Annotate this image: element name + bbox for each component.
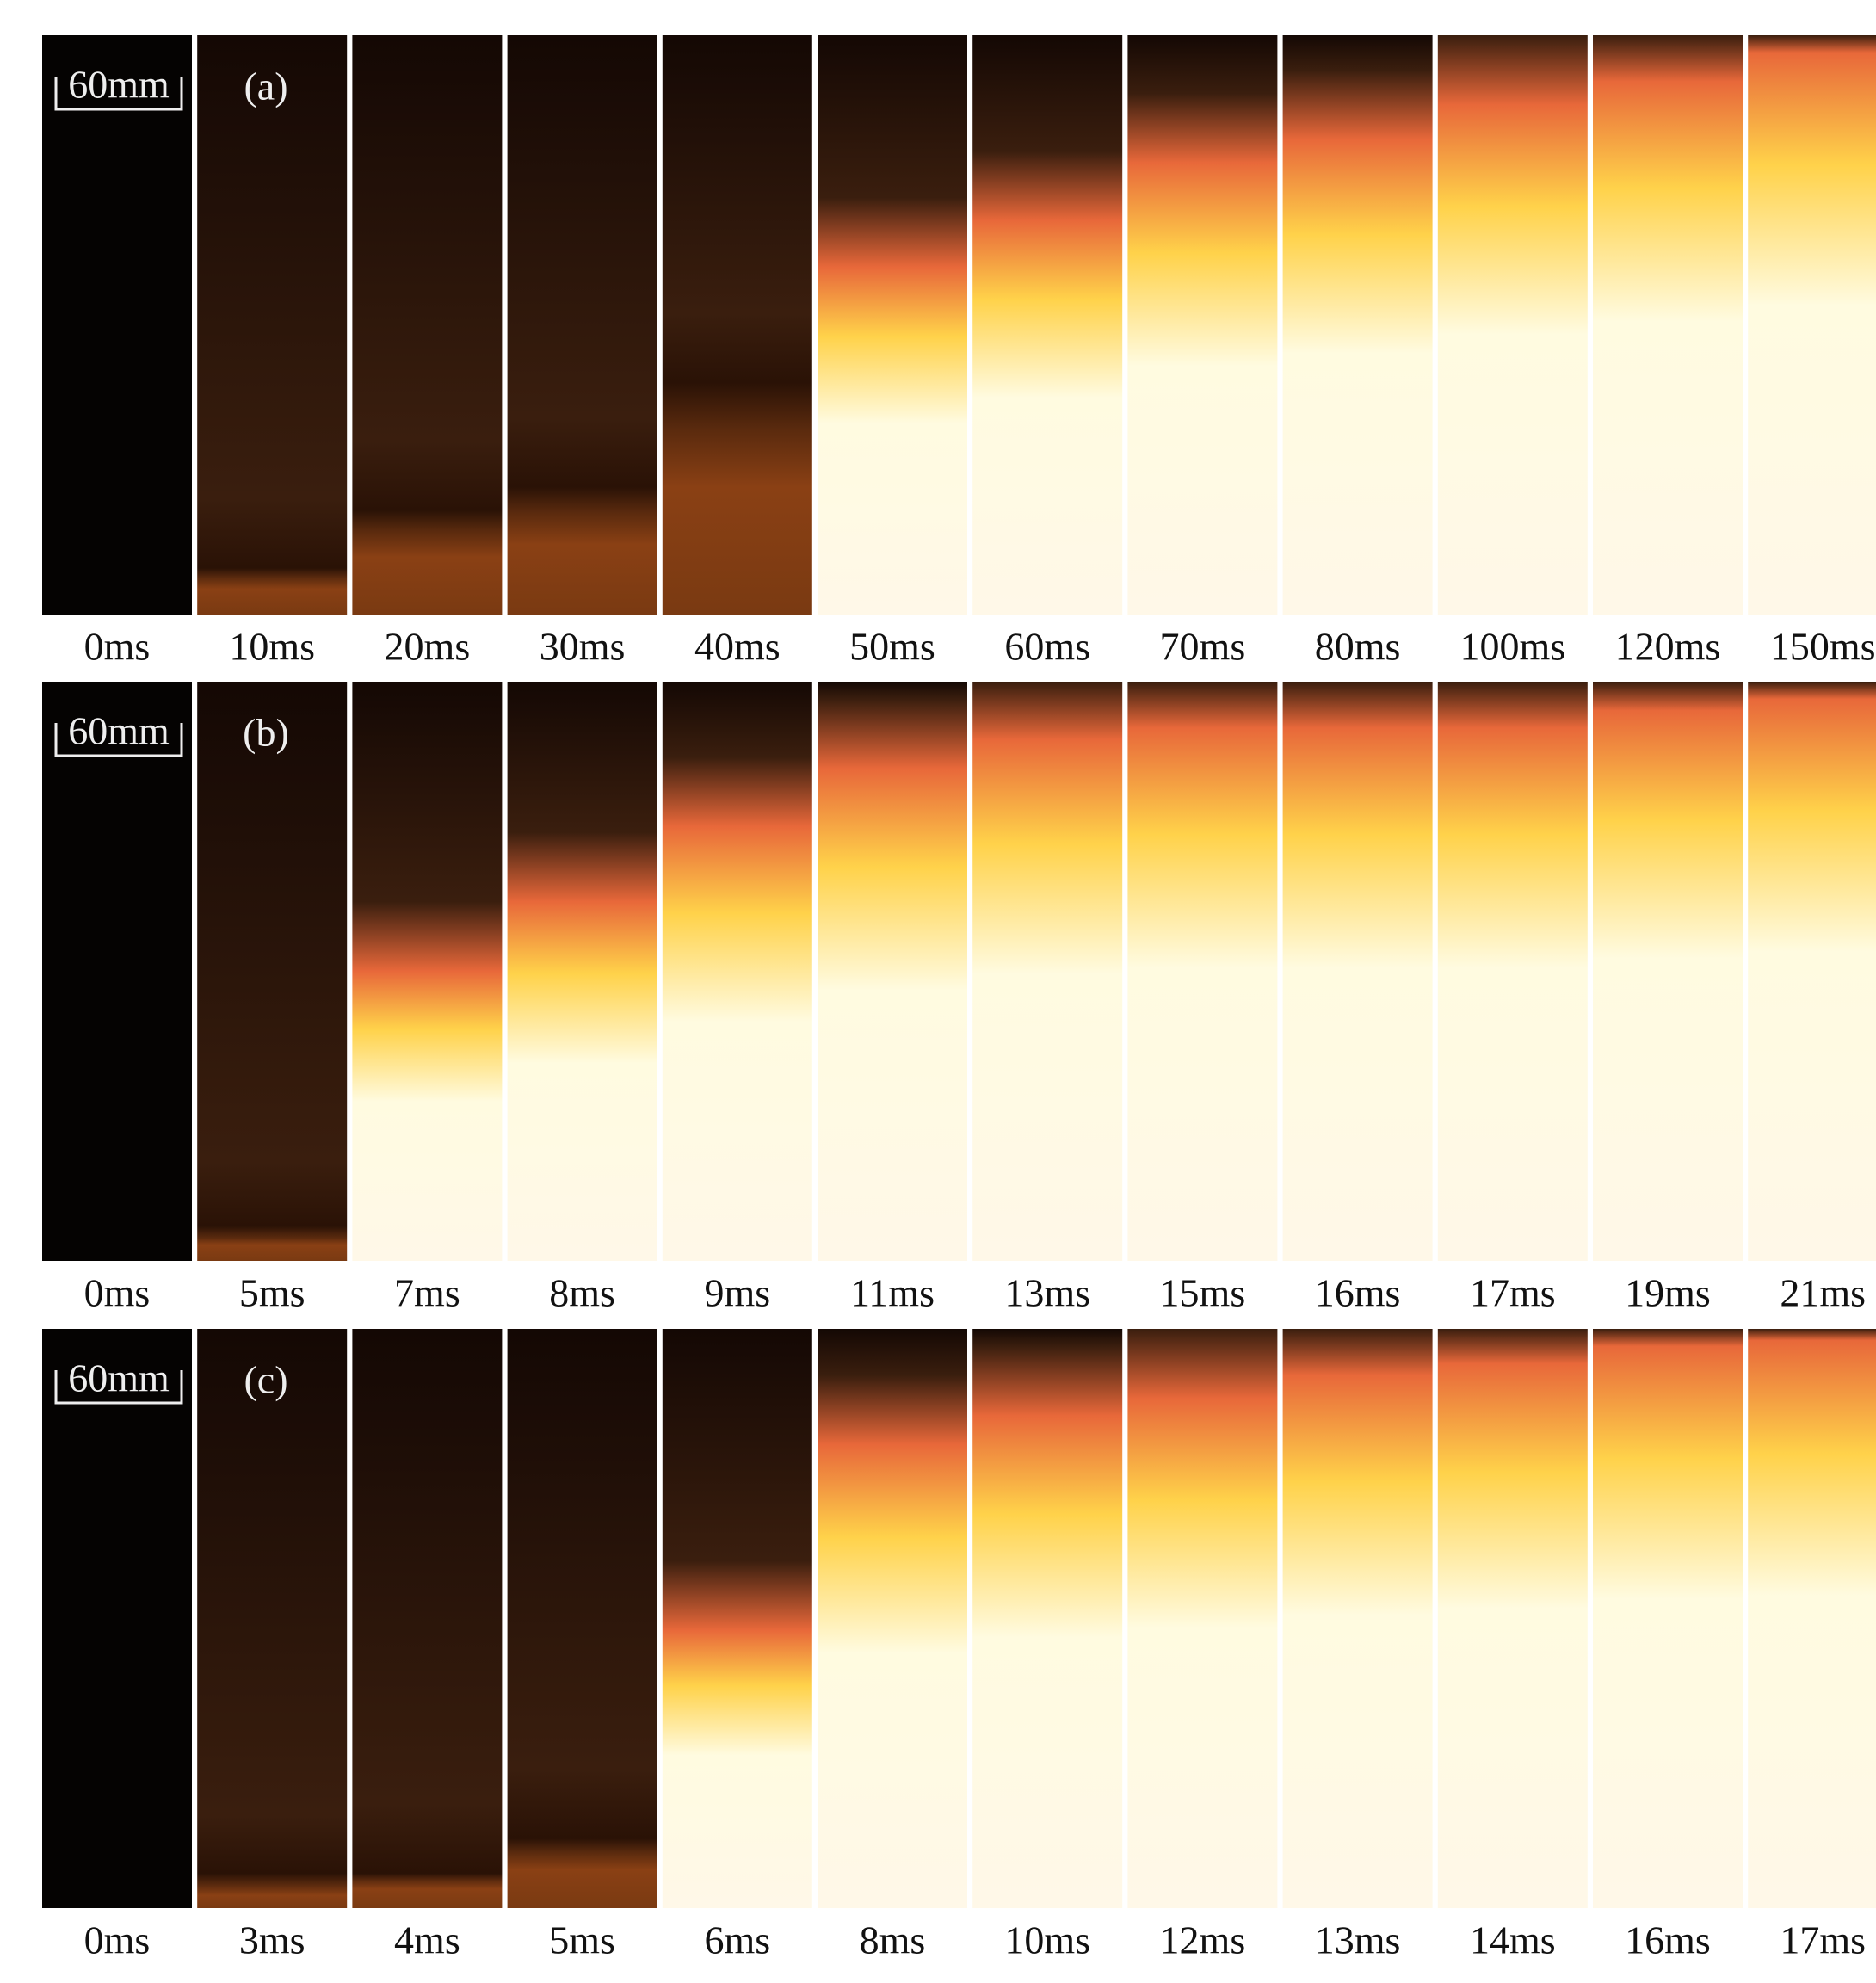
frame-time-label: 50ms [849,625,935,669]
video-frame [972,1329,1123,1908]
scale-bar [54,77,183,111]
frame-time-label: 70ms [1160,625,1246,669]
video-frame [818,1329,967,1908]
scale-bar-label: 60mm [68,1356,170,1400]
frame-time-label: 17ms [1780,1918,1866,1962]
frame-time-label: 13ms [1004,1271,1090,1315]
video-frame [42,682,192,1261]
frame-time-label: 7ms [394,1271,460,1315]
video-frame [352,1329,503,1908]
video-frame [1127,35,1278,615]
video-frame [972,35,1123,615]
frame-time-label: 150ms [1770,625,1876,669]
frame-time-label: 30ms [540,625,626,669]
video-frame [662,682,812,1261]
video-frame [197,35,348,615]
frame-time-label: 100ms [1459,625,1565,669]
panel-label: (a) [244,65,287,108]
video-frame [1593,35,1743,615]
frame-time-label: 16ms [1315,1271,1401,1315]
video-frame [1437,1329,1588,1908]
frame-time-label: 12ms [1160,1918,1246,1962]
video-frame [507,682,657,1261]
frame-time-label: 80ms [1315,625,1401,669]
frame-time-label: 11ms [850,1271,935,1315]
video-frame [818,682,967,1261]
video-frame [1282,682,1433,1261]
frame-time-label: 21ms [1780,1271,1866,1315]
frame-time-label: 13ms [1315,1918,1401,1962]
video-frame [1282,35,1433,615]
video-frame [1437,682,1588,1261]
video-frame [1127,1329,1278,1908]
video-frame [1127,682,1278,1261]
video-frame [197,682,348,1261]
frame-time-label: 16ms [1625,1918,1711,1962]
video-frame [42,1329,192,1908]
video-frame [1748,682,1876,1261]
video-frame [1437,35,1588,615]
frame-time-label: 14ms [1470,1918,1556,1962]
frame-time-label: 19ms [1625,1271,1711,1315]
frame-time-label: 10ms [1004,1918,1090,1962]
frame-time-label: 0ms [84,625,151,669]
video-frame [507,1329,657,1908]
frame-time-label: 120ms [1615,625,1721,669]
video-frame [1282,1329,1433,1908]
scale-bar [54,1370,183,1405]
video-frame [42,35,192,615]
frame-time-label: 5ms [549,1918,615,1962]
video-frame [352,35,503,615]
scale-bar-label: 60mm [68,63,170,107]
video-frame [662,1329,812,1908]
video-frame [1593,1329,1743,1908]
video-frame [1748,35,1876,615]
frame-time-label: 4ms [394,1918,460,1962]
video-frame [507,35,657,615]
frame-time-label: 0ms [84,1271,151,1315]
scale-bar [54,723,183,757]
frame-time-label: 20ms [385,625,471,669]
video-frame [352,682,503,1261]
frame-time-label: 0ms [84,1918,151,1962]
frame-time-label: 8ms [549,1271,615,1315]
video-frame [818,35,967,615]
frame-time-label: 5ms [239,1271,305,1315]
panel-label: (b) [243,711,289,755]
frame-time-label: 8ms [860,1918,926,1962]
video-frame [1593,682,1743,1261]
panel-label: (c) [244,1358,287,1402]
scale-bar-label: 60mm [68,709,170,753]
frame-time-label: 9ms [704,1271,770,1315]
frame-time-label: 15ms [1160,1271,1246,1315]
video-frame [972,682,1123,1261]
frame-time-label: 17ms [1470,1271,1556,1315]
frame-time-label: 3ms [239,1918,305,1962]
frame-time-label: 10ms [229,625,315,669]
video-frame [662,35,812,615]
frame-time-label: 6ms [704,1918,770,1962]
frame-time-label: 40ms [694,625,781,669]
video-frame [197,1329,348,1908]
frame-time-label: 60ms [1004,625,1090,669]
video-frame [1748,1329,1876,1908]
